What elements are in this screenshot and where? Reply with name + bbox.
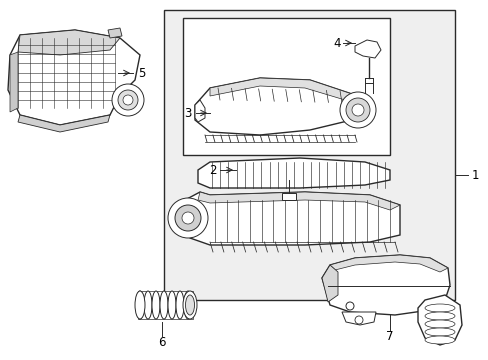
Polygon shape [198, 192, 399, 210]
Bar [183, 18, 389, 155]
Polygon shape [195, 78, 359, 135]
Ellipse shape [424, 328, 454, 336]
Circle shape [112, 84, 143, 116]
Text: 7: 7 [386, 330, 393, 343]
Circle shape [175, 205, 201, 231]
Bar [163, 10, 454, 300]
Circle shape [346, 98, 369, 122]
Ellipse shape [424, 312, 454, 320]
Polygon shape [329, 255, 447, 272]
Ellipse shape [176, 291, 183, 319]
Polygon shape [341, 312, 375, 325]
Text: 5: 5 [138, 67, 145, 80]
Circle shape [182, 212, 194, 224]
Ellipse shape [160, 291, 168, 319]
Circle shape [123, 95, 133, 105]
Text: 3: 3 [184, 107, 191, 120]
Polygon shape [138, 291, 193, 319]
Polygon shape [198, 158, 389, 188]
Ellipse shape [424, 304, 454, 312]
Polygon shape [417, 295, 461, 345]
Polygon shape [209, 78, 354, 100]
Text: 2: 2 [209, 163, 216, 176]
Polygon shape [282, 193, 295, 200]
Polygon shape [18, 115, 110, 132]
Polygon shape [321, 255, 449, 315]
Circle shape [168, 198, 207, 238]
Ellipse shape [424, 320, 454, 328]
Polygon shape [10, 52, 18, 112]
Polygon shape [18, 30, 120, 55]
Ellipse shape [185, 295, 194, 315]
Circle shape [354, 316, 362, 324]
Ellipse shape [183, 291, 197, 319]
Ellipse shape [143, 291, 152, 319]
Circle shape [351, 104, 363, 116]
Ellipse shape [152, 291, 160, 319]
Polygon shape [183, 192, 399, 245]
Ellipse shape [135, 291, 145, 319]
Ellipse shape [136, 291, 143, 319]
Circle shape [339, 92, 375, 128]
Ellipse shape [424, 336, 454, 344]
Ellipse shape [168, 291, 176, 319]
Polygon shape [8, 30, 140, 125]
Polygon shape [195, 100, 204, 122]
Text: 6: 6 [158, 337, 165, 350]
Circle shape [118, 90, 138, 110]
Polygon shape [321, 265, 337, 302]
Text: 4: 4 [332, 36, 340, 50]
Ellipse shape [183, 291, 192, 319]
Circle shape [346, 302, 353, 310]
Polygon shape [108, 28, 122, 38]
Text: 1: 1 [470, 168, 478, 181]
Polygon shape [354, 40, 380, 58]
